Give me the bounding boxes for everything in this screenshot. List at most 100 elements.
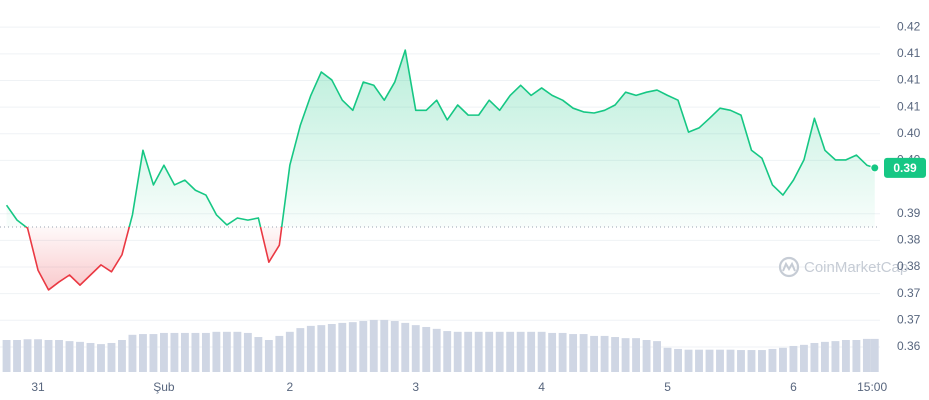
x-tick-label: 4 [538,380,545,394]
volume-bar [820,341,829,372]
y-tick-label: 0.36 [897,339,921,353]
volume-bar [233,331,242,372]
volume-bar [327,324,336,372]
volume-bars [2,319,879,372]
volume-bar [97,344,105,372]
y-tick-label: 0.37 [897,312,921,326]
volume-bar [86,342,95,372]
volume-bar [13,340,21,372]
volume-bar [516,331,525,372]
volume-bar [44,340,53,372]
watermark: CoinMarketCap [778,256,908,278]
volume-bar [800,344,808,372]
volume-bar [222,331,231,372]
volume-bar [779,347,787,372]
volume-bar [789,345,798,372]
volume-bar [160,332,168,372]
volume-bar [191,332,200,372]
volume-bar [558,332,567,372]
volume-bar [380,319,389,372]
volume-bar [76,341,84,372]
x-tick-label: 15:00 [857,380,887,394]
y-tick-label: 0.42 [897,19,921,33]
volume-bar [401,322,410,372]
volume-bar [296,328,305,372]
volume-bar [23,339,32,372]
price-badge-label: 0.39 [893,161,917,175]
x-tick-label: 6 [790,380,797,394]
volume-bar [264,340,273,372]
price-plot [0,49,880,291]
volume-bar [369,319,378,372]
y-tick-label: 0.41 [897,46,921,60]
volume-bar [642,340,651,372]
volume-bar [2,340,11,372]
x-tick-label: 31 [31,380,45,394]
volume-bar [810,342,819,372]
volume-bar [726,349,735,372]
volume-bar [243,332,252,372]
volume-bar [852,340,861,372]
volume-bar [600,335,609,372]
volume-bar [464,331,473,372]
watermark-text: CoinMarketCap [804,259,908,276]
volume-bar [254,337,263,372]
volume-bar [684,349,693,372]
x-tick-label: Şub [153,380,175,394]
volume-bar [170,332,179,372]
volume-bar [139,334,147,372]
y-tick-label: 0.37 [897,286,921,300]
x-tick-label: 5 [664,380,671,394]
volume-bar [149,334,158,372]
volume-bar [411,325,420,372]
volume-bar [212,331,221,372]
volume-bar [118,340,126,372]
volume-bar [695,349,703,372]
last-price-dot [870,163,880,173]
x-tick-label: 2 [286,380,293,394]
volume-bar [285,331,294,372]
y-tick-label: 0.40 [897,126,921,140]
volume-bar [34,339,42,372]
volume-bar [107,342,116,372]
volume-bar [579,334,588,372]
watermark-logo-mark [782,261,796,272]
volume-bar [590,335,599,372]
volume-bar [474,331,483,372]
volume-bar [663,347,672,372]
y-tick-label: 0.38 [897,259,921,273]
x-tick-label: 3 [412,380,419,394]
volume-bar [737,350,745,372]
volume-bar [390,321,399,372]
volume-bar [506,331,515,372]
volume-bar [432,328,441,372]
volume-bar [55,340,63,372]
volume-bar [548,332,557,372]
volume-bar [201,332,210,372]
volume-bar [180,332,189,372]
volume-bar [705,349,714,372]
volume-bar [306,325,315,372]
volume-bar [317,325,326,372]
volume-bar [841,340,850,372]
volume-bar [611,337,620,372]
volume-bar [862,338,871,372]
axes: 0.420.410.410.410.400.400.390.380.380.37… [31,19,926,394]
volume-bar [359,321,368,372]
volume-bar [716,349,724,372]
price-area [6,50,875,290]
y-tick-label: 0.39 [897,206,921,220]
volume-bar [758,350,766,372]
y-tick-label: 0.41 [897,73,921,87]
volume-bar [870,338,879,372]
volume-bar [621,338,630,372]
price-badge [884,157,926,178]
volume-bar [128,334,137,372]
volume-bar [443,331,452,372]
volume-bar [527,331,536,372]
volume-bar [569,334,578,372]
volume-bar [495,331,504,372]
volume-bar [537,331,546,372]
volume-bar [422,326,431,372]
